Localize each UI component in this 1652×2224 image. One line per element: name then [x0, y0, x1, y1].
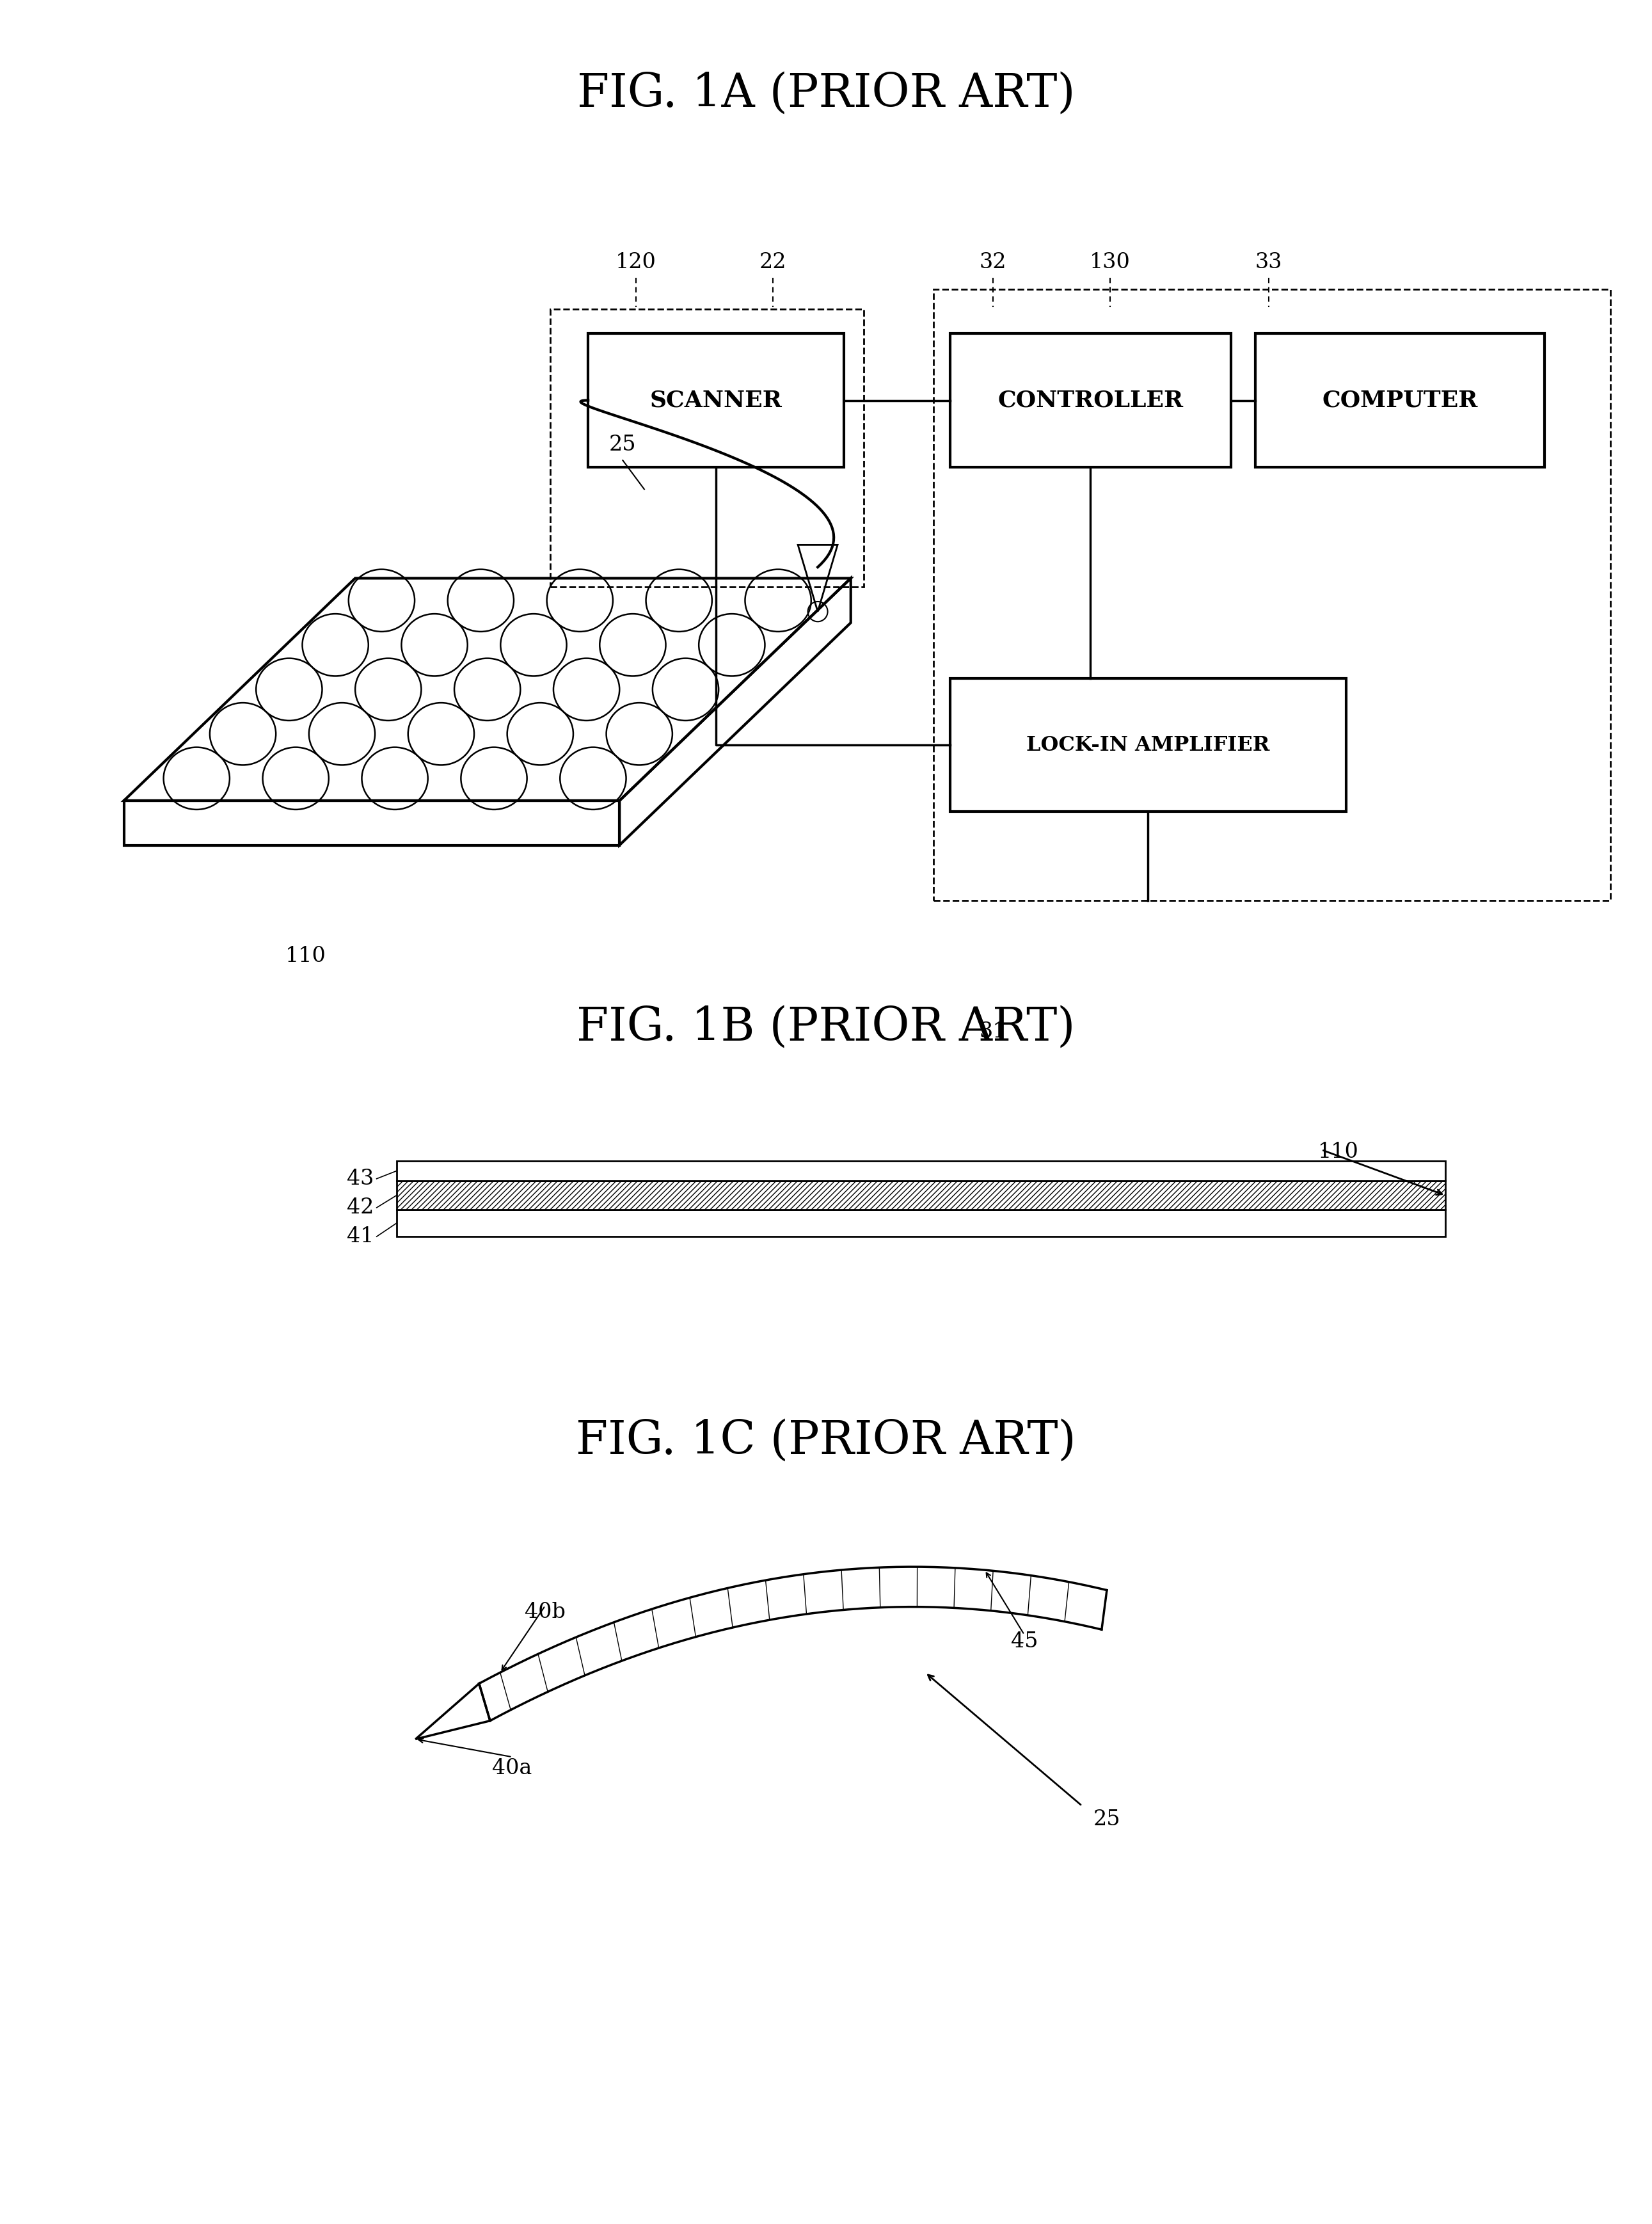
Text: 32: 32	[980, 251, 1006, 274]
Text: LOCK-IN AMPLIFIER: LOCK-IN AMPLIFIER	[1026, 736, 1270, 754]
Bar	[396, 1161, 1446, 1181]
Text: 40b: 40b	[525, 1601, 565, 1624]
Text: 43: 43	[347, 1168, 373, 1190]
Bar	[588, 334, 844, 467]
Text: 40a: 40a	[492, 1757, 532, 1779]
Text: COMPUTER: COMPUTER	[1322, 389, 1479, 411]
Text: CONTROLLER: CONTROLLER	[998, 389, 1183, 411]
Bar	[950, 334, 1231, 467]
Bar	[550, 309, 864, 587]
Text: 33: 33	[1256, 251, 1282, 274]
Text: 41: 41	[347, 1225, 373, 1248]
Bar	[1256, 334, 1545, 467]
Text: 110: 110	[1318, 1141, 1358, 1163]
Text: 25: 25	[610, 434, 636, 456]
Text: 25: 25	[1094, 1808, 1120, 1830]
Bar	[396, 1210, 1446, 1237]
Text: 42: 42	[347, 1197, 373, 1219]
Bar	[933, 289, 1611, 901]
Text: 130: 130	[1090, 251, 1130, 274]
Text: 45: 45	[1011, 1630, 1037, 1652]
Bar	[396, 1181, 1446, 1210]
Text: 22: 22	[760, 251, 786, 274]
Text: FIG. 1B (PRIOR ART): FIG. 1B (PRIOR ART)	[577, 1005, 1075, 1050]
Bar	[950, 678, 1346, 812]
Text: 110: 110	[286, 945, 325, 967]
Text: FIG. 1C (PRIOR ART): FIG. 1C (PRIOR ART)	[577, 1419, 1075, 1463]
Text: SCANNER: SCANNER	[649, 389, 783, 411]
Text: 31: 31	[980, 1021, 1006, 1043]
Text: FIG. 1A (PRIOR ART): FIG. 1A (PRIOR ART)	[577, 71, 1075, 116]
Text: 120: 120	[616, 251, 656, 274]
